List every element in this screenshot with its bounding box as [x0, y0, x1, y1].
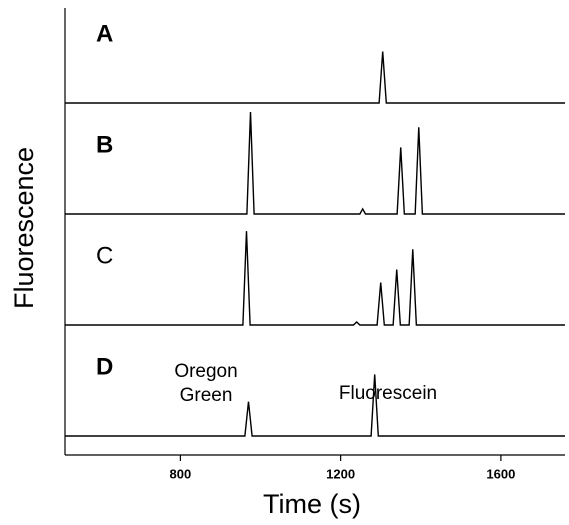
x-tick-label: 1600	[486, 466, 515, 481]
trace	[65, 51, 565, 104]
annotation: Fluorescein	[339, 383, 437, 404]
x-tick-label: 800	[170, 466, 192, 481]
annotation: Oregon	[174, 361, 237, 382]
y-axis-label: Fluorescence	[9, 147, 39, 309]
trace	[65, 112, 565, 215]
trace	[65, 374, 565, 437]
panel-label: C	[96, 242, 113, 269]
panel-label: B	[96, 131, 113, 158]
x-tick-label: 1200	[326, 466, 355, 481]
panel-label: D	[96, 353, 113, 380]
trace	[65, 231, 565, 326]
panel-label: A	[96, 20, 113, 47]
x-axis-label: Time (s)	[263, 489, 361, 519]
annotation: Green	[180, 385, 233, 406]
